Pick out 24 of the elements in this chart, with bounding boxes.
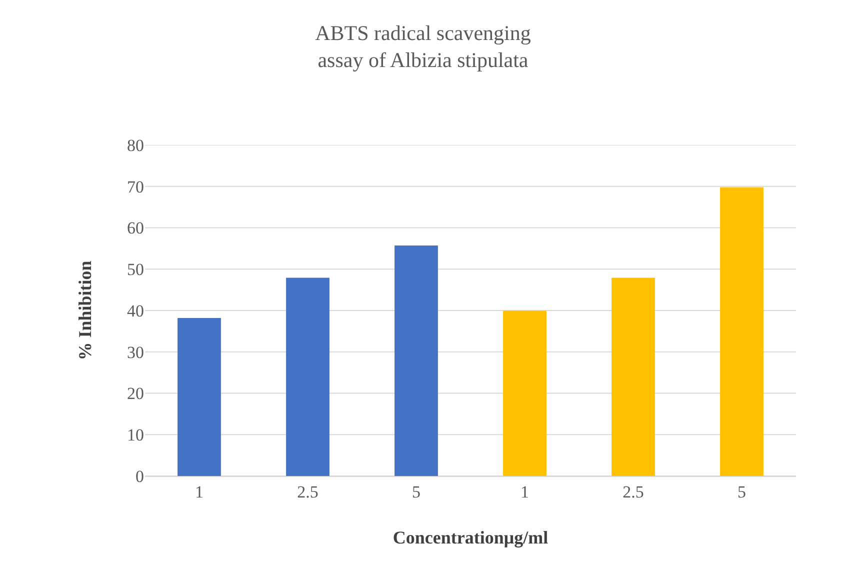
y-tick-label: 0 [136, 466, 144, 486]
y-tick-label: 80 [127, 136, 144, 155]
x-tick-label: 1 [520, 482, 529, 502]
chart-title: ABTS radical scavenging assay of Albizia stipulata [315, 20, 532, 72]
bar [286, 278, 330, 476]
y-tick-label: 20 [127, 384, 144, 404]
x-tick-label: 5 [738, 482, 746, 502]
bar [394, 246, 438, 476]
x-tick-label: 1 [195, 482, 204, 502]
y-tick-label: 50 [127, 260, 144, 280]
bar [612, 278, 655, 476]
y-tick-label: 40 [127, 301, 144, 320]
y-axis-title: % Inhibition [75, 260, 96, 360]
bar [503, 310, 546, 476]
x-tick-label: 5 [412, 482, 420, 502]
y-tick-label: 30 [127, 342, 144, 362]
bar [720, 187, 764, 476]
bar [178, 318, 221, 476]
y-tick-label: 60 [127, 218, 144, 238]
x-tick-label: 2.5 [297, 482, 318, 502]
x-tick-label: 2.5 [622, 482, 644, 502]
y-tick-label: 70 [127, 177, 144, 196]
x-axis-title: Concentrationμg/ml [392, 528, 548, 548]
y-tick-label: 10 [127, 426, 144, 445]
